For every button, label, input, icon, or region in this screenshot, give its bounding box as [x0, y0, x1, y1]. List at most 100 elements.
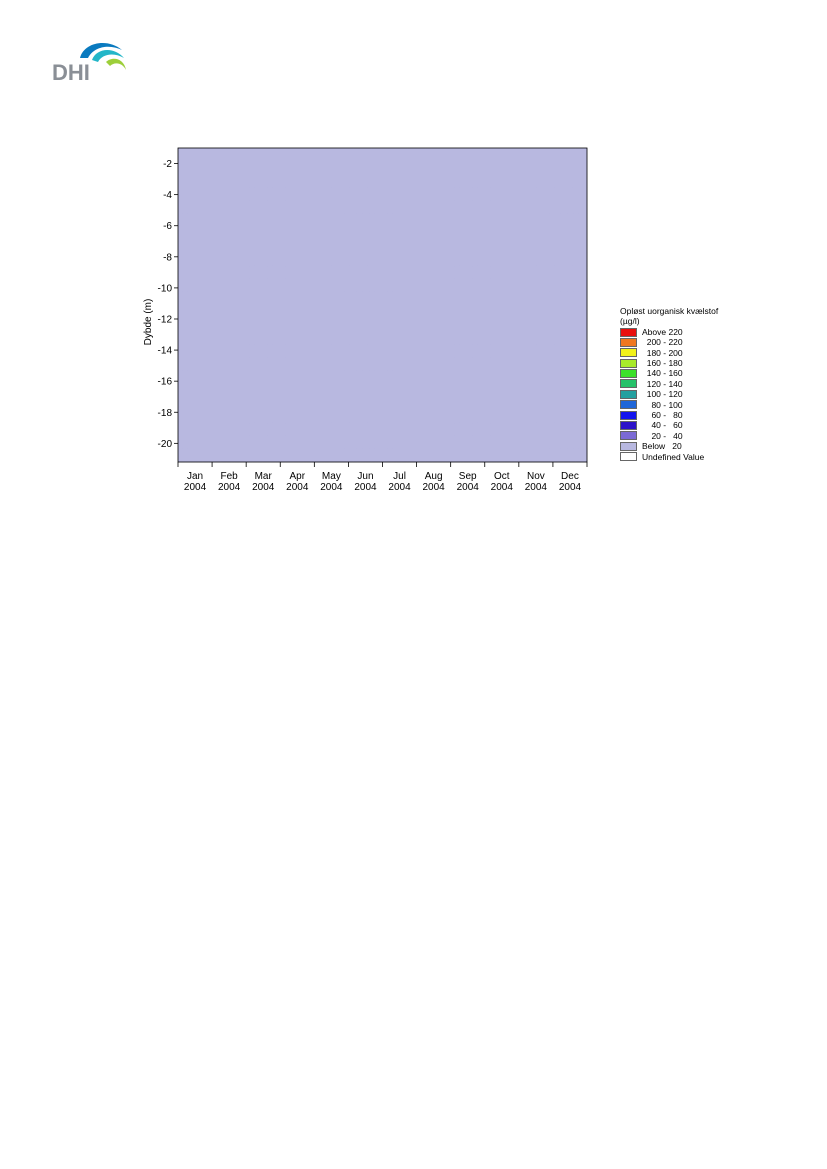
heatmap-cell [326, 396, 329, 411]
heatmap-cell [258, 278, 261, 293]
heatmap-cell [428, 161, 431, 175]
heatmap-cell [284, 422, 287, 437]
heatmap-cell [382, 161, 385, 175]
heatmap-cell [511, 174, 514, 188]
heatmap-cell [305, 161, 308, 175]
heatmap-cell [418, 148, 421, 162]
heatmap-cell [393, 370, 396, 384]
heatmap-cell [405, 174, 408, 188]
heatmap-cell [425, 409, 428, 424]
heatmap-cell [472, 344, 475, 358]
heatmap-cell [300, 435, 303, 450]
heatmap-cell [197, 318, 200, 332]
heatmap-cell [492, 213, 495, 227]
heatmap-cell [384, 226, 387, 240]
heatmap-cell [338, 370, 341, 384]
heatmap-cell [467, 213, 470, 227]
heatmap-cell [389, 448, 392, 463]
heatmap-cell [181, 148, 184, 162]
heatmap-cell [493, 344, 496, 358]
heatmap-cell [333, 383, 336, 397]
heatmap-cell [196, 187, 199, 201]
heatmap-cell [259, 409, 262, 424]
heatmap-cell [215, 265, 218, 280]
heatmap-cell [199, 370, 202, 384]
heatmap-cell [459, 226, 462, 240]
heatmap-cell [246, 226, 249, 240]
heatmap-cell [249, 448, 253, 463]
heatmap-cell [351, 161, 354, 175]
heatmap-cell [310, 213, 313, 227]
heatmap-cell [205, 278, 208, 293]
heatmap-cell [354, 148, 357, 162]
heatmap-cell [451, 265, 454, 280]
heatmap-cell [282, 318, 285, 332]
heatmap-cell [207, 278, 210, 293]
heatmap-cell [300, 226, 303, 240]
heatmap-cell [318, 448, 321, 463]
heatmap-cell [390, 161, 393, 175]
heatmap-cell [444, 331, 447, 345]
heatmap-cell [284, 226, 287, 240]
heatmap-cell [366, 396, 369, 411]
heatmap-cell [361, 265, 364, 280]
heatmap-cell [274, 252, 277, 267]
heatmap-cell [505, 422, 508, 437]
heatmap-cell [482, 239, 485, 254]
heatmap-cell [482, 396, 485, 411]
heatmap-cell [480, 422, 483, 437]
heatmap-cell [505, 161, 508, 175]
heatmap-cell [333, 226, 336, 240]
heatmap-cell [441, 174, 444, 188]
heatmap-cell [349, 383, 352, 397]
heatmap-cell [415, 305, 418, 319]
heatmap-cell [369, 396, 372, 411]
heatmap-cell [279, 357, 282, 371]
heatmap-cell [472, 226, 475, 240]
heatmap-cell [349, 448, 352, 463]
heatmap-cell [254, 291, 257, 306]
heatmap-cell [423, 252, 426, 267]
heatmap-cell [382, 213, 385, 227]
heatmap-cell [488, 409, 491, 424]
heatmap-cell [402, 200, 405, 214]
heatmap-cell [511, 161, 514, 175]
heatmap-cell [315, 174, 318, 188]
heatmap-cell [292, 305, 295, 319]
heatmap-cell [407, 174, 410, 188]
heatmap-cell [197, 305, 200, 319]
heatmap-cell [374, 174, 377, 188]
heatmap-cell [464, 344, 467, 358]
heatmap-cell [362, 383, 365, 397]
heatmap-cell [506, 213, 509, 227]
heatmap-cell [333, 148, 336, 162]
heatmap-cell [454, 226, 457, 240]
heatmap-cell [341, 239, 344, 254]
heatmap-cell [372, 239, 375, 254]
heatmap-cell [310, 187, 313, 201]
heatmap-cell [384, 383, 387, 397]
heatmap-cell [315, 318, 318, 332]
heatmap-cell [492, 383, 495, 397]
heatmap-cell [194, 305, 197, 319]
heatmap-cell [459, 344, 462, 358]
heatmap-cell [411, 370, 414, 384]
heatmap-cell [483, 174, 486, 188]
heatmap-cell [397, 291, 400, 306]
heatmap-cell [410, 278, 413, 293]
heatmap-cell [469, 278, 472, 293]
heatmap-cell [202, 318, 205, 332]
heatmap-cell [310, 278, 313, 293]
heatmap-cell [240, 396, 243, 411]
heatmap-cell [241, 213, 244, 227]
heatmap-cell [328, 383, 331, 397]
heatmap-cell [276, 370, 279, 384]
heatmap-cell [436, 161, 439, 175]
heatmap-cell [259, 278, 262, 293]
heatmap-cell [379, 448, 382, 463]
heatmap-cell [438, 383, 441, 397]
heatmap-cell [267, 265, 271, 280]
heatmap-cell [436, 396, 439, 411]
heatmap-cell [259, 318, 262, 332]
heatmap-cell [235, 396, 238, 411]
